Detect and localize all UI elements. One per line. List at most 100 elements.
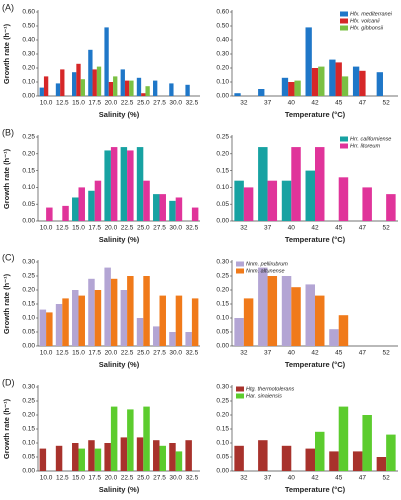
bar bbox=[94, 448, 102, 471]
bar bbox=[136, 318, 144, 346]
panel-label: (B) bbox=[2, 127, 14, 137]
bar bbox=[94, 180, 102, 221]
y-tick-label: 0.20 bbox=[22, 412, 35, 419]
bar bbox=[159, 445, 166, 471]
x-tick-label: 17.5 bbox=[88, 100, 101, 107]
x-tick-label: 47 bbox=[359, 100, 367, 107]
x-tick-label: 37 bbox=[264, 475, 272, 482]
x-tick-label: 27.5 bbox=[153, 225, 166, 232]
bar bbox=[185, 440, 192, 471]
y-tick-label: 0.30 bbox=[22, 384, 35, 391]
x-tick-label: 20.0 bbox=[105, 350, 118, 357]
bar bbox=[39, 448, 47, 471]
x-tick-label: 22.5 bbox=[121, 475, 134, 482]
x-tick-label: 52 bbox=[383, 225, 391, 232]
bar bbox=[281, 276, 292, 346]
bar bbox=[62, 298, 69, 346]
bar bbox=[110, 278, 118, 346]
x-tick-label: 47 bbox=[359, 350, 367, 357]
bar bbox=[359, 70, 366, 96]
bar bbox=[191, 298, 199, 346]
bar bbox=[338, 315, 349, 346]
y-tick-label: 0.00 bbox=[216, 468, 229, 475]
bar bbox=[191, 207, 199, 221]
x-tick-label: 17.5 bbox=[88, 225, 101, 232]
bar bbox=[169, 200, 176, 221]
y-tick-label: 0.40 bbox=[216, 37, 229, 44]
bar bbox=[55, 83, 61, 96]
bar bbox=[104, 27, 109, 96]
y-tick-label: 0.25 bbox=[216, 134, 229, 141]
bar bbox=[88, 440, 95, 471]
x-tick-label: 30.0 bbox=[169, 100, 182, 107]
bar bbox=[136, 77, 142, 96]
x-tick-label: 52 bbox=[383, 475, 391, 482]
bar bbox=[338, 406, 349, 471]
x-tick-label: 32.5 bbox=[186, 475, 199, 482]
x-tick-label: 32 bbox=[240, 225, 248, 232]
y-tick-label: 0.20 bbox=[22, 287, 35, 294]
bar bbox=[185, 84, 190, 96]
y-tick-label: 0.05 bbox=[22, 454, 35, 461]
x-tick-label: 37 bbox=[264, 350, 272, 357]
bar bbox=[60, 69, 65, 96]
x-tick-label: 12.5 bbox=[56, 100, 69, 107]
legend-swatch bbox=[236, 261, 244, 267]
y-tick-label: 0.05 bbox=[216, 454, 229, 461]
bar bbox=[362, 415, 372, 471]
bar bbox=[234, 180, 244, 221]
x-tick-label: 27.5 bbox=[153, 475, 166, 482]
y-tick-label: 0.15 bbox=[216, 167, 229, 174]
x-tick-label: 32 bbox=[240, 475, 248, 482]
y-axis-title: Growth rate (h⁻¹) bbox=[2, 23, 11, 84]
y-tick-label: 0.05 bbox=[216, 201, 229, 208]
x-tick-label: 27.5 bbox=[153, 100, 166, 107]
x-tick-label: 15.0 bbox=[72, 100, 85, 107]
x-tick-label: 22.5 bbox=[121, 350, 134, 357]
bar bbox=[258, 147, 268, 221]
x-tick-label: 25.0 bbox=[137, 475, 150, 482]
bar bbox=[78, 187, 85, 221]
bar bbox=[153, 194, 160, 221]
bar bbox=[329, 451, 339, 471]
y-tick-label: 0.05 bbox=[216, 329, 229, 336]
bar bbox=[124, 80, 130, 96]
y-tick-label: 0.15 bbox=[22, 426, 35, 433]
bar bbox=[159, 194, 166, 221]
panel-label: (A) bbox=[2, 2, 14, 12]
bar bbox=[129, 80, 134, 96]
x-tick-label: 10.0 bbox=[40, 225, 53, 232]
bar bbox=[315, 431, 325, 471]
y-tick-label: 0.30 bbox=[22, 51, 35, 58]
bar bbox=[72, 443, 79, 471]
bar bbox=[104, 443, 111, 471]
bar bbox=[258, 89, 265, 96]
bar bbox=[39, 309, 47, 346]
x-tick-label: 32.5 bbox=[186, 350, 199, 357]
legend-swatch bbox=[340, 25, 348, 31]
legend-swatch bbox=[236, 386, 244, 392]
x-tick-label: 37 bbox=[264, 225, 272, 232]
bar bbox=[258, 440, 268, 471]
bar bbox=[305, 27, 312, 96]
bar bbox=[62, 205, 69, 221]
x-tick-label: 27.5 bbox=[153, 350, 166, 357]
x-axis-title: Temperature (°C) bbox=[285, 110, 346, 119]
y-tick-label: 0.25 bbox=[22, 398, 35, 405]
x-tick-label: 20.0 bbox=[105, 225, 118, 232]
legend-label: Hrr. californiense bbox=[350, 136, 391, 142]
bar bbox=[352, 66, 360, 96]
y-tick-label: 0.60 bbox=[22, 9, 35, 16]
bar bbox=[386, 434, 396, 471]
bar bbox=[43, 76, 49, 96]
x-tick-label: 15.0 bbox=[72, 350, 85, 357]
y-tick-label: 0.15 bbox=[216, 426, 229, 433]
bar bbox=[113, 76, 118, 96]
bar bbox=[96, 66, 102, 96]
y-tick-label: 0.10 bbox=[22, 184, 35, 191]
y-tick-label: 0.25 bbox=[216, 273, 229, 280]
bar bbox=[72, 72, 77, 96]
bar bbox=[318, 66, 325, 96]
y-tick-label: 0.00 bbox=[216, 343, 229, 350]
x-tick-label: 10.0 bbox=[40, 475, 53, 482]
